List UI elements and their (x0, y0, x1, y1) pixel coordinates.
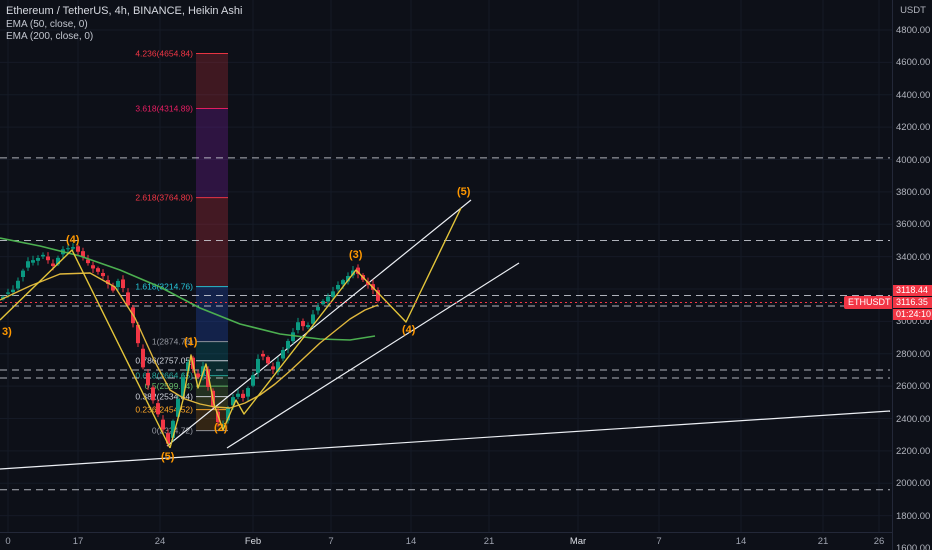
time-tick-label: 14 (735, 536, 747, 547)
ema-50-line[interactable] (0, 272, 379, 409)
fib-level-label: 4.236(4654.84) (135, 48, 193, 58)
price-chart-canvas[interactable]: 4.236(4654.84) 3.618(4314.89) 2.618(3764.8… (0, 0, 892, 532)
time-tick-label: 7 (328, 536, 334, 547)
wave-label[interactable]: (1) (184, 336, 198, 348)
ema-200-line[interactable] (0, 237, 376, 341)
time-axis[interactable]: 0 17 24 Feb 7 14 21 Mar 7 14 21 26 (0, 532, 892, 550)
fib-band (196, 341, 228, 361)
time-tick-label: 14 (405, 536, 417, 547)
trend-line[interactable] (0, 410, 891, 470)
wave-label[interactable]: 3) (2, 326, 12, 338)
time-tick-label: 7 (656, 536, 662, 547)
wave-label[interactable]: (2) (214, 422, 228, 434)
fib-level-label: 1.618(3214.76) (135, 282, 193, 292)
elliott-wave-line[interactable] (169, 207, 462, 449)
price-tick-label: 4200.00 (896, 122, 931, 134)
wave-label[interactable]: (4) (402, 324, 416, 336)
price-axis-unit-label: USDT (900, 5, 926, 16)
price-tick-label: 2600.00 (896, 381, 931, 393)
price-tick-label: 2000.00 (896, 478, 931, 490)
price-tick-label: 3600.00 (896, 219, 931, 231)
fib-retracement[interactable]: 4.236(4654.84) 3.618(4314.89) 2.618(3764.8… (135, 48, 228, 436)
fib-band (196, 108, 228, 198)
price-badge-last: 3116.35 (893, 296, 932, 308)
price-badge-upper: 3118.44 (893, 284, 932, 296)
price-tick-label: 2800.00 (896, 348, 931, 360)
price-tick-label: 4800.00 (896, 25, 931, 36)
wave-label[interactable]: (3) (349, 249, 363, 261)
time-tick-label: 17 (72, 536, 84, 547)
fib-band (196, 360, 228, 376)
time-tick-label: 21 (817, 536, 829, 547)
price-axis[interactable]: USDT 4800.00 4600.00 4400.00 4200.00 4000.00… (892, 0, 932, 550)
time-tick-label: Mar (569, 536, 587, 547)
trend-line[interactable] (166, 199, 472, 447)
fib-level-label: 1(2874.76) (152, 337, 193, 347)
price-tick-label: 4000.00 (896, 154, 931, 166)
fib-level-label: 0.5(2599.74) (145, 381, 193, 391)
time-tick-label: 26 (873, 536, 885, 547)
wave-label[interactable]: (4) (66, 234, 80, 246)
price-tick-label: 2200.00 (896, 445, 931, 457)
chart-pane[interactable]: 4.236(4654.84) 3.618(4314.89) 2.618(3764.8… (0, 0, 895, 532)
fib-band (196, 53, 228, 109)
fib-level-label: 0.382(2534.84) (135, 392, 193, 402)
price-tick-label: 1600.00 (896, 543, 931, 550)
wave-label[interactable]: (5) (161, 451, 175, 463)
fib-level-label: 0.786(2757.05) (135, 356, 193, 366)
fib-level-label: 0.618(2664.65) (135, 371, 193, 381)
trend-line[interactable] (226, 262, 520, 449)
price-tick-label: 4400.00 (896, 89, 931, 101)
fib-level-label: 0.236(2454.52) (135, 405, 193, 415)
fib-level-label: 3.618(4314.89) (135, 104, 193, 114)
fib-band (196, 286, 228, 342)
symbol-price-pill: ETHUSDT (844, 295, 895, 309)
fib-band (196, 197, 228, 287)
time-tick-label: Feb (244, 536, 262, 547)
time-tick-label: 24 (154, 536, 166, 547)
elliott-wave-line[interactable] (0, 249, 171, 449)
price-tick-label: 3000.00 (896, 316, 931, 328)
wave-label[interactable]: (5) (457, 186, 471, 198)
price-tick-label: 1800.00 (896, 510, 931, 522)
price-badge-countdown: 01:24:10 (893, 308, 932, 320)
price-tick-label: 3400.00 (896, 251, 931, 263)
price-tick-label: 2400.00 (896, 413, 931, 425)
price-tick-label: 3800.00 (896, 186, 931, 198)
fib-level-label: 2.618(3764.80) (135, 193, 193, 203)
fib-band (196, 375, 228, 387)
grid (0, 0, 892, 532)
price-tick-label: 4600.00 (896, 57, 931, 69)
time-tick-label: 21 (483, 536, 495, 547)
time-tick-label: 0 (5, 536, 11, 547)
